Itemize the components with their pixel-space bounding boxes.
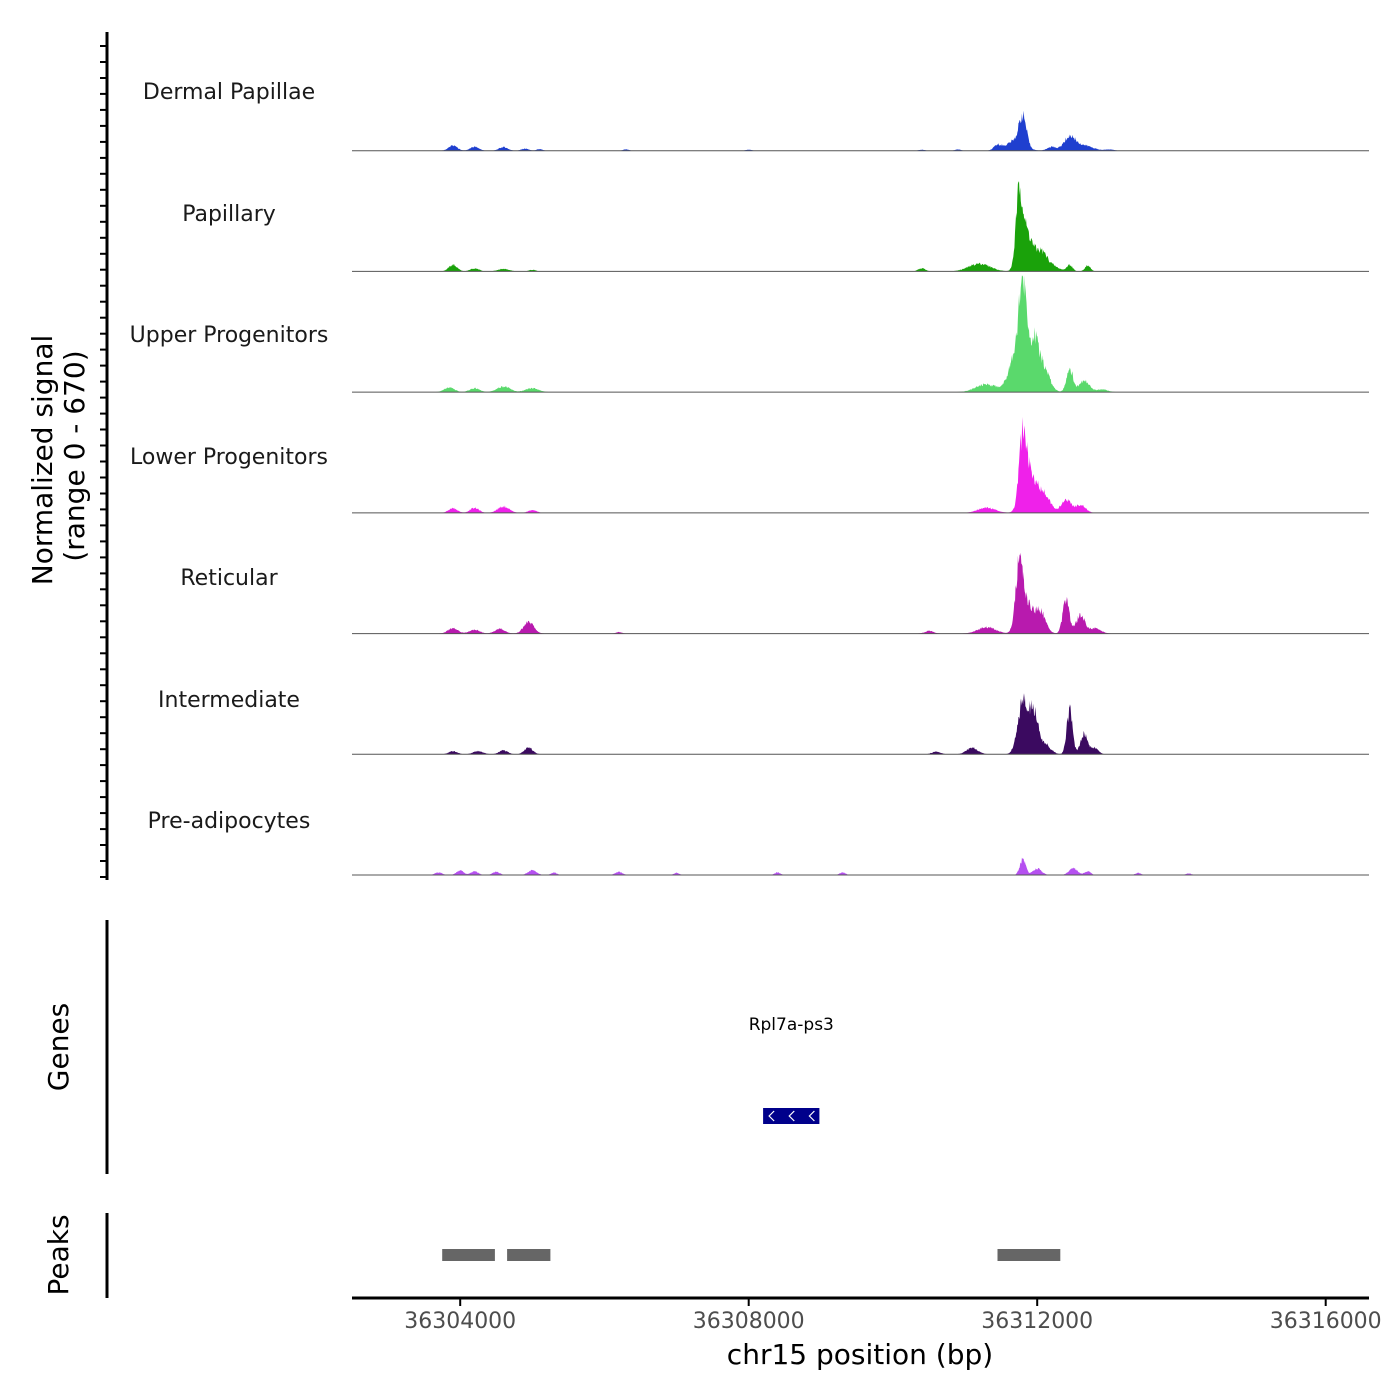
gene-label: Rpl7a-ps3	[749, 1015, 834, 1035]
y-axis-subtitle: (range 0 - 670)	[58, 350, 91, 561]
peak-region	[507, 1249, 551, 1261]
track-label-papillary: Papillary	[182, 202, 276, 227]
coverage-y-ticks	[100, 45, 107, 878]
gene-body	[763, 1108, 820, 1124]
coverage-tracks	[352, 110, 1369, 876]
coverage-area-dermal-papillae	[352, 110, 1369, 151]
genes-track-title: Genes	[42, 1003, 75, 1091]
peaks-track-title: Peaks	[42, 1214, 75, 1295]
peak-region	[442, 1249, 495, 1261]
genes-layer: Rpl7a-ps3	[749, 1015, 834, 1124]
x-tick-label: 36312000	[981, 1309, 1093, 1334]
peak-region	[997, 1249, 1061, 1261]
track-label-reticular: Reticular	[180, 566, 278, 591]
y-axis-title: Normalized signal	[26, 335, 59, 586]
strand-arrow-icon	[788, 1110, 795, 1122]
peaks-layer	[442, 1249, 1061, 1261]
track-label-intermediate: Intermediate	[158, 688, 300, 713]
x-axis-title: chr15 position (bp)	[727, 1338, 993, 1371]
x-axis-ticks: 36304000 36308000 36312000 36316000	[404, 1298, 1382, 1334]
x-tick-label: 36308000	[693, 1309, 805, 1334]
strand-arrow-icon	[808, 1110, 815, 1122]
track-label-pre-adipocytes: Pre-adipocytes	[148, 809, 311, 834]
track-label-upper-progenitors: Upper Progenitors	[130, 323, 329, 348]
track-label-lower-progenitors: Lower Progenitors	[130, 445, 328, 470]
x-tick-label: 36316000	[1270, 1309, 1382, 1334]
strand-arrow-icon	[768, 1110, 775, 1122]
track-label-dermal-papillae: Dermal Papillae	[143, 80, 315, 105]
x-tick-label: 36304000	[404, 1309, 516, 1334]
